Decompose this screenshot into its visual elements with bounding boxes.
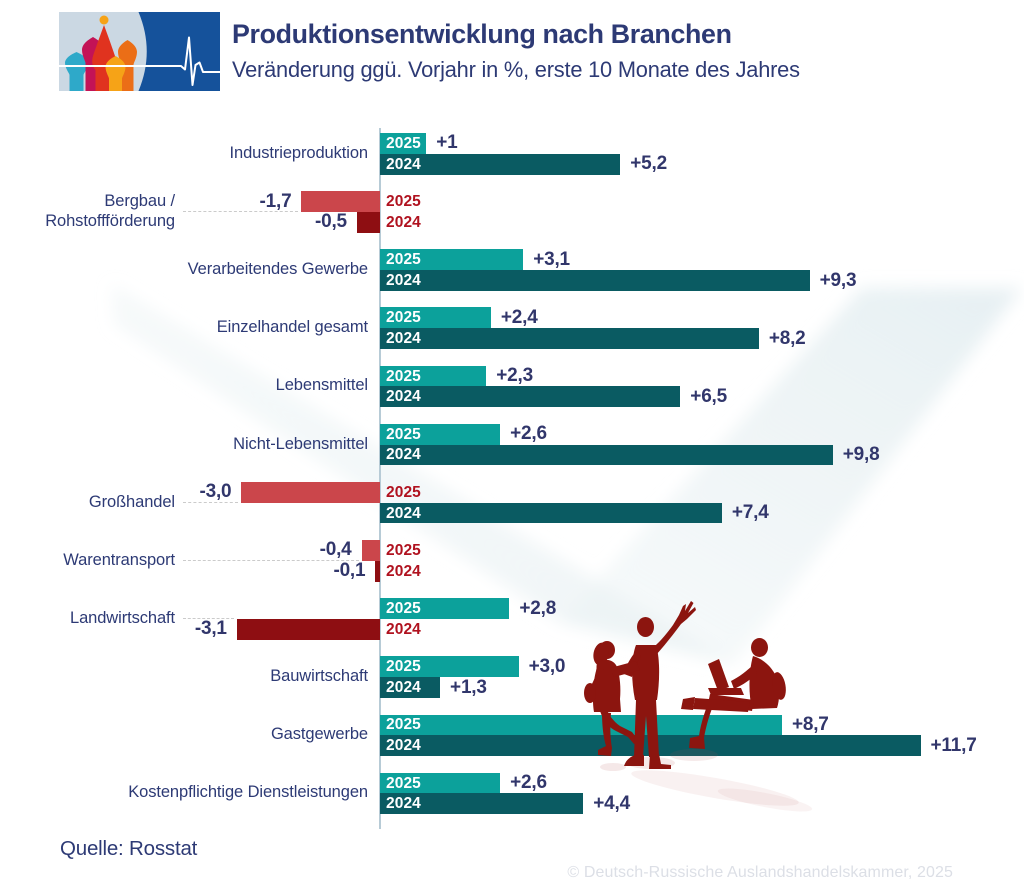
bar-value-label: +6,5 [690, 385, 728, 407]
leader-line [183, 559, 359, 561]
bar-2024 [380, 153, 621, 175]
bar-year-label: 2024 [386, 504, 421, 522]
category-label: Einzelhandel gesamt [216, 318, 368, 337]
bar-value-label: +2,6 [510, 772, 547, 794]
bar-value-label: +2,6 [510, 423, 547, 445]
bar-year-label: 2025 [386, 309, 421, 327]
category-label: Warentransport [63, 550, 175, 569]
leader-line [183, 210, 299, 212]
ecg-pulse-line-icon [59, 36, 220, 86]
category-label: Verarbeitendes Gewerbe [187, 260, 368, 279]
bar-value-label: -1,7 [259, 190, 292, 212]
bar-value-label: -3,1 [194, 618, 227, 640]
bar-value-label: +4,4 [593, 792, 630, 814]
bar-year-label: 2024 [386, 620, 421, 638]
bar-year-label: 2024 [386, 679, 421, 697]
bar-year-label: 2025 [386, 193, 421, 211]
bar-value-label: +7,4 [731, 502, 769, 524]
bar-year-label: 2024 [386, 446, 421, 464]
bar-2025 [361, 540, 380, 561]
bar-2025 [301, 191, 380, 212]
bar-2024 [380, 677, 441, 698]
category-label: Großhandel [88, 492, 175, 511]
source-note: Quelle: Rosstat [60, 837, 198, 860]
bar-year-label: 2025 [386, 425, 421, 443]
bar-year-label: 2025 [386, 716, 421, 734]
bar-year-label: 2024 [386, 272, 421, 289]
bar-year-label: 2024 [386, 795, 421, 813]
category-label: Kostenpflichtige Dienstleistungen [128, 783, 368, 802]
bar-2025 [380, 598, 510, 619]
bar-year-label: 2025 [386, 658, 421, 676]
bar-year-label: 2025 [386, 541, 421, 559]
bar-2025 [241, 481, 380, 503]
bar-value-label: -0,4 [319, 539, 352, 561]
bar-value-label: +3,1 [533, 248, 570, 270]
bar-2024 [380, 444, 833, 466]
bar-2024 [380, 502, 722, 524]
bar-value-label: +5,2 [630, 153, 667, 175]
bar-year-label: 2025 [386, 483, 421, 501]
copyright-note: © Deutsch-Russische Auslandshandelskamme… [567, 864, 953, 881]
bar-value-label: -3,0 [199, 481, 232, 503]
bar-value-label: -0,5 [314, 211, 347, 233]
bar-year-label: 2025 [386, 774, 421, 792]
bar-year-label: 2025 [386, 367, 421, 385]
bar-value-label: +8,2 [768, 327, 806, 349]
bar-year-label: 2025 [386, 251, 421, 269]
bar-2024 [380, 386, 681, 408]
bar-value-label: +9,8 [842, 443, 880, 465]
bar-2025 [380, 656, 519, 678]
category-label: Nicht-Lebensmittel [233, 434, 368, 453]
bar-2025 [380, 133, 427, 154]
logo [59, 12, 220, 91]
bar-2024 [380, 735, 921, 757]
category-label: Gastgewerbe [270, 725, 368, 744]
bar-2025 [380, 714, 782, 736]
bar-2025 [380, 249, 524, 271]
baseline-axis [379, 128, 381, 829]
bar-year-label: 2024 [386, 213, 421, 231]
bar-2024 [356, 211, 380, 233]
bar-2025 [380, 772, 501, 794]
bar-value-label: +2,8 [519, 597, 557, 619]
bar-value-label: +1,3 [450, 676, 487, 698]
category-label: Lebensmittel [275, 376, 368, 395]
bar-value-label: +3,0 [528, 655, 566, 677]
bar-2025 [380, 423, 501, 445]
page-title: Produktionsentwicklung nach Branchen [232, 19, 732, 49]
leader-line [183, 618, 234, 619]
category-label: Industrieproduktion [229, 143, 369, 162]
logo-blue-block [138, 12, 220, 91]
bar-year-label: 2024 [386, 388, 421, 406]
category-label: Bergbau / Rohstoffförderung [45, 192, 175, 230]
bar-2024 [380, 793, 584, 815]
bar-2024 [380, 328, 759, 350]
category-label: Bauwirtschaft [270, 667, 368, 686]
bar-year-label: 2024 [386, 330, 421, 348]
bar-2024 [236, 619, 380, 640]
bar-year-label: 2024 [386, 155, 421, 173]
bar-year-label: 2025 [386, 600, 421, 618]
page-subtitle: Veränderung ggü. Vorjahr in %, erste 10 … [232, 57, 800, 82]
bar-value-label: +2,3 [496, 365, 533, 386]
bar-2024 [380, 270, 810, 291]
bar-value-label: +9,3 [819, 269, 857, 291]
bar-value-label: +1 [436, 132, 458, 154]
bar-value-label: -0,1 [333, 560, 366, 582]
bar-2025 [380, 365, 487, 387]
leader-line [183, 501, 239, 503]
bar-value-label: +8,7 [791, 713, 829, 735]
st-basils-cathedral-icon [65, 15, 137, 91]
bar-value-label: +11,7 [930, 734, 977, 756]
bar-year-label: 2024 [386, 737, 421, 755]
bar-2025 [380, 307, 491, 329]
bar-year-label: 2025 [386, 134, 421, 152]
category-label: Landwirtschaft [70, 609, 175, 628]
bar-2024 [375, 560, 380, 582]
bar-value-label: +2,4 [500, 306, 538, 328]
bar-year-label: 2024 [386, 562, 421, 580]
